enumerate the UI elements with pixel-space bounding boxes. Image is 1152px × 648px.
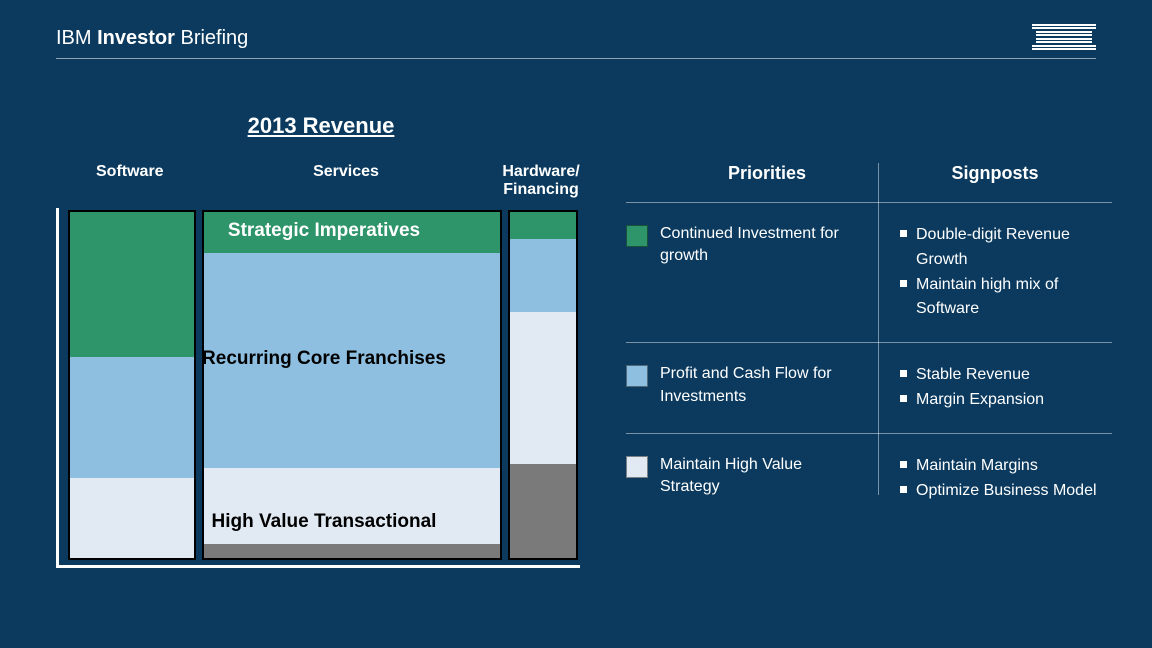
segment-other — [204, 544, 500, 558]
revenue-chart: 2013 Revenue Software Services Hardware/… — [56, 113, 586, 568]
chart-columns — [68, 210, 580, 560]
legend-priority-text: Profit and Cash Flow for Investments — [660, 363, 860, 408]
brand-reg: Briefing — [180, 27, 248, 49]
legend-swatch — [626, 225, 648, 247]
chart-plot-area: Strategic Imperatives Recurring Core Fra… — [56, 208, 580, 568]
main-content: 2013 Revenue Software Services Hardware/… — [0, 59, 1152, 568]
segment-strategic — [204, 212, 500, 254]
legend-row: Continued Investment for growth Double-d… — [626, 203, 1112, 343]
signpost-item: Maintain high mix of Software — [900, 273, 1112, 323]
segment-transactional — [70, 478, 194, 558]
legend-swatch — [626, 456, 648, 478]
bar-software — [68, 210, 196, 560]
chart-title: 2013 Revenue — [56, 113, 586, 139]
signpost-item: Double-digit Revenue Growth — [900, 223, 1112, 273]
legend-row: Profit and Cash Flow for Investments Sta… — [626, 343, 1112, 434]
legend-row: Maintain High Value Strategy Maintain Ma… — [626, 434, 1112, 524]
segment-transactional — [510, 312, 576, 464]
page-header: IBM Investor Briefing — [0, 0, 1152, 50]
signpost-item: Maintain Margins — [900, 454, 1112, 479]
legend-signposts: Stable Revenue Margin Expansion — [878, 363, 1112, 413]
bar-hardware — [508, 210, 578, 560]
segment-strategic — [510, 212, 576, 240]
header-title: IBM Investor Briefing — [56, 27, 248, 50]
legend-priority-text: Continued Investment for growth — [660, 223, 860, 268]
brand-light: IBM — [56, 27, 97, 49]
segment-other — [510, 464, 576, 557]
bar-services — [202, 210, 502, 560]
legend-signposts: Maintain Margins Optimize Business Model — [878, 454, 1112, 504]
legend-header-row: Priorities Signposts — [626, 163, 1112, 203]
legend-table: Priorities Signposts Continued Investmen… — [626, 163, 1112, 523]
legend-priority-text: Maintain High Value Strategy — [660, 454, 860, 499]
col-label-software: Software — [68, 163, 196, 200]
segment-recurring — [70, 357, 194, 478]
chart-column-labels: Software Services Hardware/Financing — [56, 163, 586, 200]
col-label-hardware: Hardware/Financing — [496, 163, 586, 200]
legend-header-signposts: Signposts — [878, 163, 1112, 184]
segment-transactional — [204, 468, 500, 544]
signpost-item: Margin Expansion — [900, 388, 1112, 413]
signpost-item: Stable Revenue — [900, 363, 1112, 388]
segment-recurring — [204, 253, 500, 468]
col-label-services: Services — [196, 163, 496, 200]
brand-bold: Investor — [97, 27, 180, 49]
segment-strategic — [70, 212, 194, 357]
ibm-logo-icon — [1032, 24, 1096, 50]
legend-signposts: Double-digit Revenue Growth Maintain hig… — [878, 223, 1112, 322]
legend-swatch — [626, 365, 648, 387]
legend-header-priorities: Priorities — [626, 163, 878, 184]
signpost-item: Optimize Business Model — [900, 479, 1112, 504]
segment-recurring — [510, 239, 576, 312]
